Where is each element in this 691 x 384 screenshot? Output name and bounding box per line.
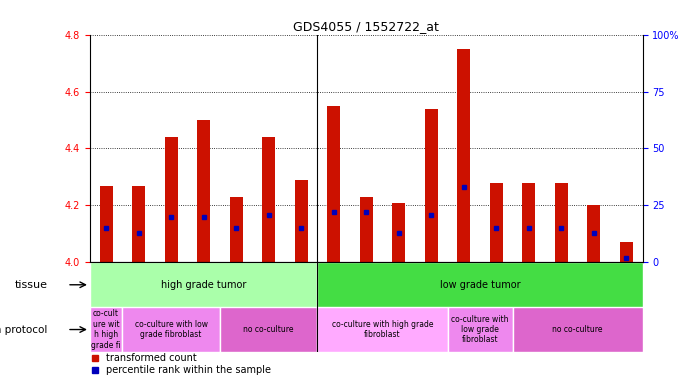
Bar: [122, 307, 220, 352]
Bar: [555, 183, 568, 262]
Bar: [229, 197, 243, 262]
Title: GDS4055 / 1552722_at: GDS4055 / 1552722_at: [293, 20, 439, 33]
Bar: [100, 185, 113, 262]
Bar: [328, 106, 340, 262]
Bar: [164, 137, 178, 262]
Bar: [360, 197, 372, 262]
Text: no co-culture: no co-culture: [552, 325, 603, 334]
Bar: [490, 183, 503, 262]
Text: no co-culture: no co-culture: [243, 325, 294, 334]
Bar: [513, 307, 643, 352]
Bar: [294, 180, 307, 262]
Bar: [587, 205, 600, 262]
Bar: [620, 242, 633, 262]
Text: co-culture with high grade
fibroblast: co-culture with high grade fibroblast: [332, 320, 433, 339]
Bar: [425, 109, 438, 262]
Bar: [392, 203, 405, 262]
Bar: [522, 183, 536, 262]
Bar: [90, 262, 317, 307]
Bar: [220, 307, 317, 352]
Text: tissue: tissue: [15, 280, 48, 290]
Text: growth protocol: growth protocol: [0, 324, 48, 334]
Bar: [317, 262, 643, 307]
Text: transformed count: transformed count: [106, 353, 197, 363]
Bar: [90, 307, 122, 352]
Bar: [262, 137, 275, 262]
Bar: [317, 307, 448, 352]
Text: percentile rank within the sample: percentile rank within the sample: [106, 365, 272, 375]
Text: co-culture with low
grade fibroblast: co-culture with low grade fibroblast: [135, 320, 207, 339]
Text: co-culture with
low grade
fibroblast: co-culture with low grade fibroblast: [451, 314, 509, 344]
Text: low grade tumor: low grade tumor: [439, 280, 520, 290]
Bar: [448, 307, 513, 352]
Bar: [132, 185, 145, 262]
Bar: [197, 120, 210, 262]
Text: co-cult
ure wit
h high
grade fi: co-cult ure wit h high grade fi: [91, 310, 121, 349]
Text: high grade tumor: high grade tumor: [161, 280, 246, 290]
Bar: [457, 49, 471, 262]
